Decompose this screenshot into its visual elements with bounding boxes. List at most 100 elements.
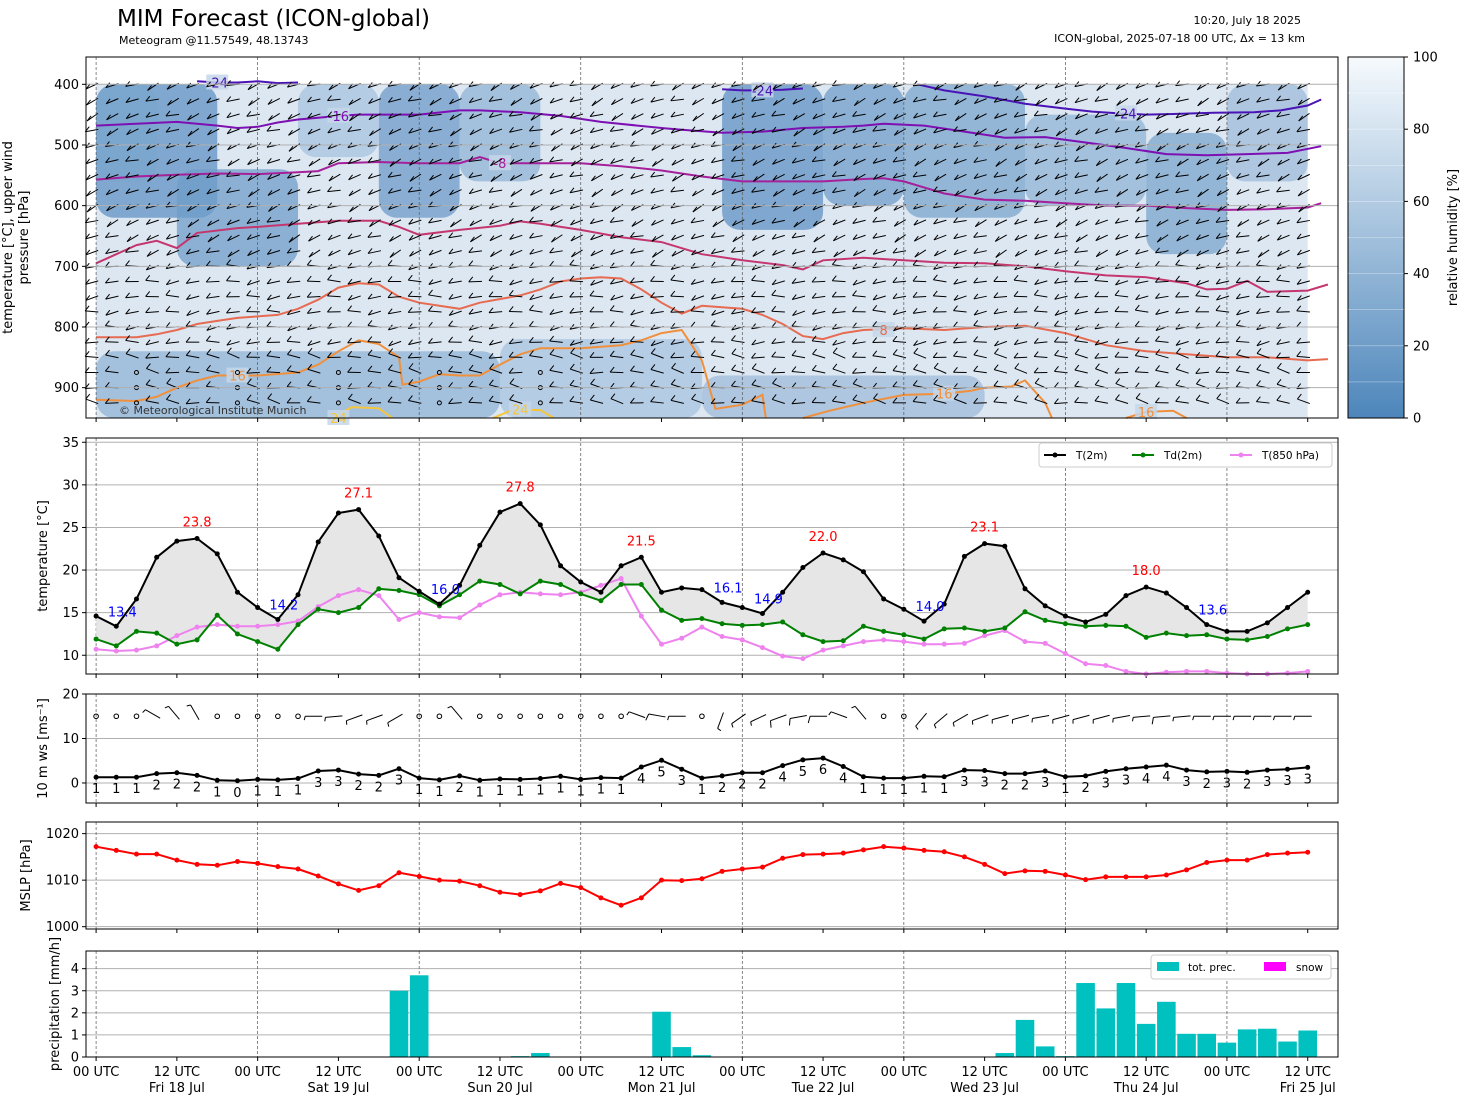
x-day-label: Mon 21 Jul <box>628 1081 696 1096</box>
wind-barb <box>854 188 866 198</box>
data-point <box>1022 586 1028 592</box>
wind-barb-flag <box>508 338 514 345</box>
wind-barb <box>892 159 907 163</box>
wind-barb-flag <box>327 218 333 225</box>
data-point <box>679 766 685 772</box>
wind-barb <box>328 173 341 182</box>
wind-barb <box>1116 173 1129 181</box>
calm-marker <box>901 713 907 720</box>
wind-barb-flag <box>1135 157 1140 164</box>
wind-barb <box>1155 250 1169 254</box>
wind-barb-flag <box>1195 306 1201 313</box>
data-point <box>315 873 321 879</box>
wind-barb <box>1175 368 1189 374</box>
data-point <box>921 847 927 853</box>
wind-barb-flag <box>1095 160 1101 166</box>
wind-barb-flag <box>185 398 191 405</box>
wind-barb-flag <box>652 251 657 258</box>
wind-barb-flag <box>1055 221 1061 228</box>
wind-barb-flag <box>1155 335 1160 342</box>
wind-barb-flag <box>226 187 232 193</box>
isotherm-label-bg <box>226 367 249 383</box>
wind-barb <box>852 280 866 286</box>
legend-marker <box>1052 452 1058 458</box>
wind-barb-flag <box>853 100 859 106</box>
wind-barb <box>450 219 462 228</box>
wind-barb-flag <box>1257 236 1263 242</box>
wind-barb <box>186 280 200 284</box>
y-tick-label: 20 <box>62 564 79 579</box>
min-temp-label: 16.1 <box>714 581 743 596</box>
wind-barb-flag <box>670 127 676 134</box>
wind-barb-flag <box>1196 84 1202 91</box>
data-point <box>598 589 604 595</box>
wind-barb <box>367 159 382 163</box>
wind-barb <box>650 401 664 404</box>
wind-barb <box>792 295 806 300</box>
y-tick-label: 10 <box>62 732 79 747</box>
wind-barb <box>327 98 341 102</box>
wind-barb <box>388 189 402 194</box>
wind-barb <box>307 296 321 298</box>
wind-barb-flag <box>630 319 635 326</box>
wind-barb <box>307 311 321 314</box>
data-point <box>295 776 301 782</box>
wind-barb-flag <box>347 366 353 373</box>
wind-barb-flag <box>529 216 534 223</box>
wind-barb <box>367 295 382 300</box>
wind-barb-flag <box>833 251 839 258</box>
wind-barb <box>751 219 765 225</box>
wind-barb-flag <box>206 325 212 331</box>
data-point <box>376 593 382 599</box>
y-tick-label: 500 <box>54 138 79 153</box>
wind-barb-flag <box>448 310 454 316</box>
wind-barb-flag <box>1095 251 1101 257</box>
wind-barb-flag <box>327 264 333 270</box>
wind-barb-flag <box>690 233 696 240</box>
wind-barb-flag <box>650 112 656 119</box>
wind-barb-flag <box>1235 365 1241 372</box>
wind-barb-flag <box>912 380 918 386</box>
wind-barb-flag <box>205 381 211 387</box>
wind-barb <box>852 341 866 345</box>
wind-barb-flag <box>549 276 554 283</box>
wind-barb-flag <box>409 251 414 257</box>
data-point <box>699 876 705 882</box>
wind-barb <box>287 250 301 254</box>
wind-barb-flag <box>1013 395 1019 401</box>
wind-barb-flag <box>1114 367 1120 374</box>
wind-speed-label: 1 <box>435 785 443 800</box>
wind-barb-flag <box>448 248 454 255</box>
wind-barb <box>388 174 402 178</box>
wind-barb <box>105 174 119 180</box>
wind-barb-flag <box>529 304 534 311</box>
wind-barb <box>388 98 402 103</box>
wind-barb-flag <box>811 292 817 299</box>
wind-barb-flag <box>470 145 475 152</box>
wind-barb <box>812 310 826 315</box>
wind-speed-label: 2 <box>193 780 201 795</box>
wind-barb-flag <box>650 259 655 266</box>
wind-barb-flag <box>327 306 332 313</box>
wind-barb-flag <box>1156 220 1162 227</box>
wind-barb-flag <box>952 722 955 727</box>
wind-barb <box>792 310 806 317</box>
wind-barb <box>489 400 503 404</box>
wind-barb-flag <box>1175 187 1181 194</box>
wind-barb-flag <box>994 340 999 347</box>
wind-barb-flag <box>711 98 717 105</box>
wind-barb <box>105 402 119 404</box>
wind-barb-flag <box>569 291 575 298</box>
wind-barb <box>569 311 583 314</box>
wind-barb <box>751 311 765 314</box>
wind-barb-flag <box>1276 274 1282 281</box>
wind-barb <box>994 113 1008 119</box>
wind-barb-flag <box>994 129 1000 135</box>
wind-barb-flag <box>872 262 878 268</box>
wind-barb <box>1074 340 1088 343</box>
wind-barb <box>368 174 382 180</box>
wind-barb-flag <box>1054 157 1060 164</box>
wind-barb-flag <box>205 156 211 162</box>
wind-barb-flag <box>1276 395 1282 401</box>
data-point <box>921 618 927 624</box>
